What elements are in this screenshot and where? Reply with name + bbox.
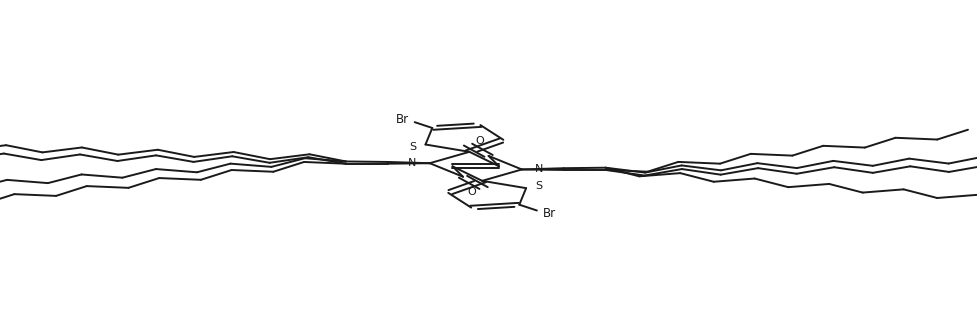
Text: Br: Br xyxy=(543,207,556,220)
Text: S: S xyxy=(409,142,416,152)
Text: O: O xyxy=(476,136,485,146)
Text: S: S xyxy=(535,181,542,191)
Text: N: N xyxy=(535,164,543,174)
Text: N: N xyxy=(408,158,416,168)
Text: O: O xyxy=(467,187,476,197)
Text: Br: Br xyxy=(396,113,408,126)
